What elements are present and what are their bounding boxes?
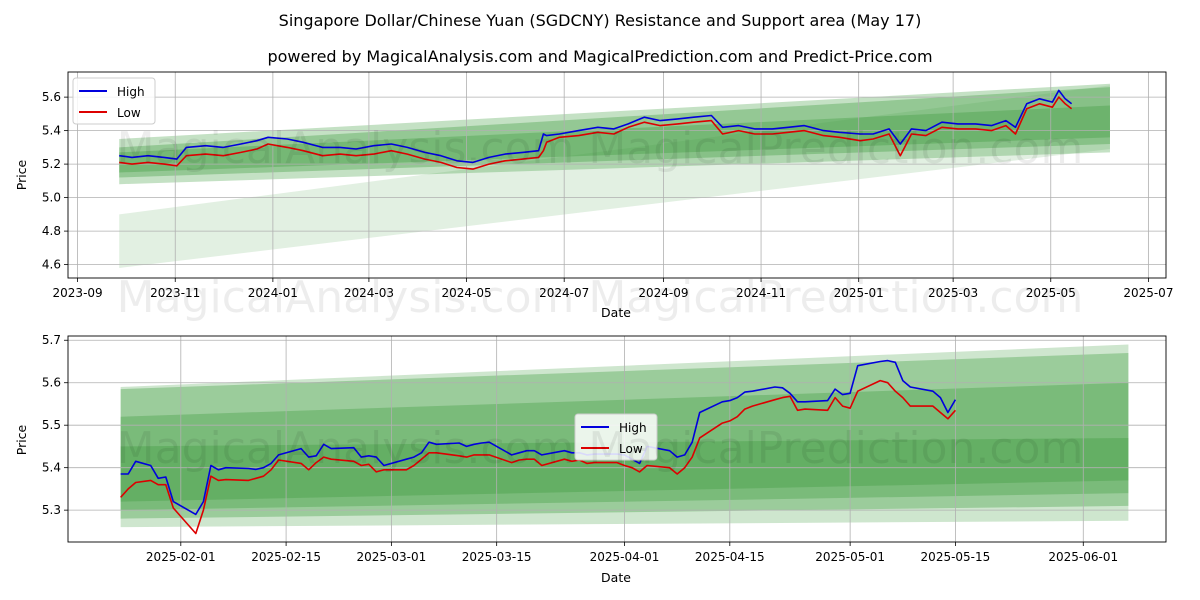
x-tick-label: 2025-07 bbox=[1123, 286, 1173, 300]
x-tick-label: 2025-04-15 bbox=[695, 550, 765, 564]
y-tick-label: 5.4 bbox=[42, 461, 61, 475]
plot-frame bbox=[67, 335, 1167, 543]
bottom-watermark: MagicalAnalysis.com MagicalPrediction.co… bbox=[117, 423, 1084, 474]
x-tick-label: 2024-05 bbox=[441, 286, 491, 300]
x-tick-label: 2025-03-01 bbox=[357, 550, 427, 564]
x-tick-label: 2024-03 bbox=[344, 286, 394, 300]
plot-area bbox=[68, 72, 1166, 278]
series-line-low bbox=[119, 96, 1073, 170]
x-tick-label: 2025-02-01 bbox=[146, 550, 216, 564]
bottom-y-axis-label: Price bbox=[14, 424, 29, 455]
legend-label-high: High bbox=[619, 421, 647, 435]
top-chart-panel: 2023-09 2023-11 2024-01 2024-03 2024-05 2024-… bbox=[42, 71, 1173, 300]
x-tick-label: 2025-05-01 bbox=[815, 550, 885, 564]
y-tick-label: 5.5 bbox=[42, 418, 61, 432]
x-tick-label: 2025-02-15 bbox=[251, 550, 321, 564]
support-resistance-band-4 bbox=[119, 105, 1110, 173]
x-tick-label: 2024-01 bbox=[248, 286, 298, 300]
y-tick-label: 4.6 bbox=[42, 258, 61, 272]
y-tick-label: 5.6 bbox=[42, 376, 61, 390]
y-tick-label: 5.2 bbox=[42, 157, 61, 171]
x-tick-label: 2024-11 bbox=[736, 286, 786, 300]
x-tick-label: 2024-07 bbox=[539, 286, 589, 300]
y-tick-label: 5.6 bbox=[42, 90, 61, 104]
support-resistance-band-1 bbox=[119, 85, 1110, 268]
y-tick-label: 5.4 bbox=[42, 124, 61, 138]
x-tick-label: 2025-04-01 bbox=[590, 550, 660, 564]
legend-label-high: High bbox=[117, 85, 145, 99]
legend-label-low: Low bbox=[619, 442, 643, 456]
x-tick-label: 2023-09 bbox=[53, 286, 103, 300]
top-y-axis-label: Price bbox=[14, 159, 29, 190]
y-tick-label: 5.7 bbox=[42, 333, 61, 347]
x-tick-label: 2023-11 bbox=[150, 286, 200, 300]
x-tick-label: 2025-05 bbox=[1026, 286, 1076, 300]
bottom-x-axis-label: Date bbox=[601, 570, 631, 585]
x-tick-label: 2024-09 bbox=[638, 286, 688, 300]
middle-watermark: MagicalAnalysis.com MagicalPrediction.co… bbox=[117, 272, 1084, 323]
x-tick-label: 2025-03-15 bbox=[462, 550, 532, 564]
x-tick-label: 2025-01 bbox=[834, 286, 884, 300]
y-tick-label: 4.8 bbox=[42, 224, 61, 238]
chart-subtitle: powered by MagicalAnalysis.com and Magic… bbox=[267, 47, 932, 66]
series-line-high bbox=[120, 359, 957, 516]
x-tick-label: 2025-05-15 bbox=[921, 550, 991, 564]
top-x-axis-label: Date bbox=[601, 305, 631, 320]
bottom-chart-panel: 2025-02-01 2025-02-15 2025-03-01 2025-03-15… bbox=[42, 333, 1167, 564]
x-tick-label: 2025-03 bbox=[928, 286, 978, 300]
chart-title: Singapore Dollar/Chinese Yuan (SGDCNY) R… bbox=[279, 11, 922, 30]
legend-label-low: Low bbox=[117, 106, 141, 120]
y-tick-label: 5.3 bbox=[42, 503, 61, 517]
top-watermark: MagicalAnalysis.com MagicalPrediction.co… bbox=[117, 123, 1084, 174]
x-tick-label: 2025-06-01 bbox=[1048, 550, 1118, 564]
series-line-low bbox=[120, 379, 956, 535]
y-tick-label: 5.0 bbox=[42, 191, 61, 205]
series-line-high bbox=[119, 89, 1073, 164]
plot-frame bbox=[67, 71, 1167, 279]
